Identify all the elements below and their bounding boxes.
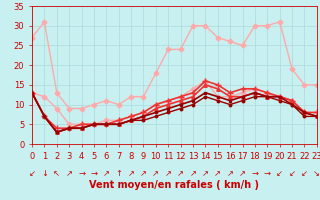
Text: ↗: ↗	[165, 169, 172, 178]
Text: ↙: ↙	[289, 169, 296, 178]
Text: ↙: ↙	[28, 169, 36, 178]
Text: ↗: ↗	[140, 169, 147, 178]
Text: ↗: ↗	[128, 169, 135, 178]
Text: ↗: ↗	[227, 169, 234, 178]
Text: →: →	[78, 169, 85, 178]
Text: ↖: ↖	[53, 169, 60, 178]
Text: ↗: ↗	[66, 169, 73, 178]
Text: ↗: ↗	[177, 169, 184, 178]
Text: ↙: ↙	[301, 169, 308, 178]
Text: →: →	[91, 169, 97, 178]
Text: ↙: ↙	[276, 169, 283, 178]
Text: ↓: ↓	[41, 169, 48, 178]
Text: →: →	[264, 169, 271, 178]
Text: ↗: ↗	[152, 169, 159, 178]
Text: ↗: ↗	[202, 169, 209, 178]
Text: ↑: ↑	[115, 169, 122, 178]
Text: ↗: ↗	[189, 169, 196, 178]
Text: →: →	[252, 169, 258, 178]
Text: ↘: ↘	[313, 169, 320, 178]
Text: ↗: ↗	[239, 169, 246, 178]
Text: ↗: ↗	[103, 169, 110, 178]
Text: ↗: ↗	[214, 169, 221, 178]
X-axis label: Vent moyen/en rafales ( km/h ): Vent moyen/en rafales ( km/h )	[89, 180, 260, 190]
